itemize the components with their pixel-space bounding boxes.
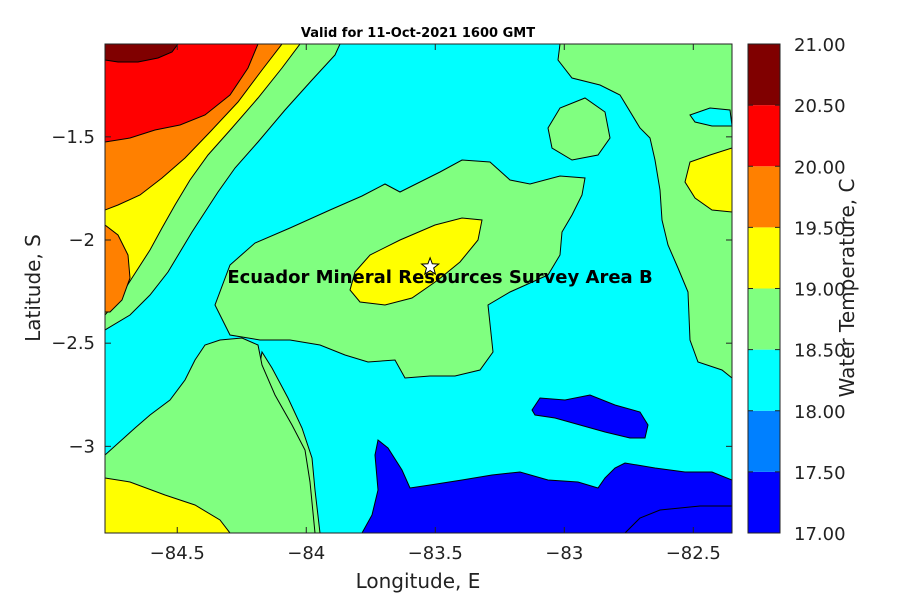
colorbar-tick-label: 18.50 — [794, 341, 846, 362]
colorbar-tick-label: 19.50 — [794, 218, 846, 239]
chart-title: Valid for 11-Oct-2021 1600 GMT — [301, 26, 535, 41]
contour-band-19-southwest — [105, 337, 316, 533]
contour-band-19-5-center — [349, 217, 483, 306]
colorbar-swatch — [748, 227, 780, 289]
colorbar-label: Water Temperature, C — [835, 179, 859, 398]
y-axis-label: Latitude, S — [21, 234, 45, 342]
contour-band-19-5-southwest — [105, 477, 231, 533]
y-tick-label: −2.5 — [51, 333, 95, 354]
colorbar-tick-label: 20.50 — [794, 96, 846, 117]
survey-area-label: Ecuador Mineral Resources Survey Area B — [227, 267, 652, 288]
colorbar-tick-label: 19.00 — [794, 280, 846, 301]
colorbar-tick-label: 18.00 — [794, 402, 846, 423]
colorbar-tick-label: 21.00 — [794, 35, 846, 56]
survey-site-star-icon — [420, 256, 441, 276]
contour-band-20-5 — [105, 44, 259, 143]
contour-band-17-east-blob — [531, 394, 649, 439]
colorbar-swatch — [748, 44, 780, 106]
x-tick-label: −83 — [545, 543, 583, 564]
contour-band-20-west-bulge — [105, 224, 131, 313]
contour-map — [105, 44, 732, 533]
x-tick-label: −83.5 — [408, 543, 463, 564]
colorbar-swatch — [748, 349, 780, 411]
colorbar-swatch — [748, 471, 780, 533]
x-tick-label: −82.5 — [666, 543, 721, 564]
contour-band-17 — [361, 439, 732, 533]
colorbar-swatch — [748, 166, 780, 228]
axis-ticks: −84.5 −84 −83.5 −83 −82.5 −1.5 −2 −2.5 −3 — [51, 44, 732, 564]
y-tick-label: −1.5 — [51, 127, 95, 148]
y-tick-label: −2 — [68, 230, 95, 251]
x-tick-label: −84.5 — [150, 543, 205, 564]
contour-line-17-bottom-right — [624, 505, 732, 533]
x-axis-label: Longitude, E — [356, 569, 481, 593]
contour-band-18-5-east-patch — [689, 107, 732, 127]
colorbar: 17.00 17.50 18.00 18.50 19.00 19.50 20.00 20.50… — [747, 35, 846, 545]
contour-band-19-island-northeast — [547, 97, 611, 161]
colorbar-swatch — [748, 288, 780, 350]
colorbar-tick-label: 20.00 — [794, 157, 846, 178]
y-tick-label: −3 — [68, 436, 95, 457]
colorbar-swatch — [748, 410, 780, 472]
colorbar-tick-label: 17.00 — [794, 524, 846, 545]
x-tick-label: −84 — [287, 543, 325, 564]
plot-area — [104, 43, 733, 534]
colorbar-tick-label: 17.50 — [794, 463, 846, 484]
colorbar-swatch — [748, 105, 780, 167]
contour-band-19-5-east — [684, 147, 732, 213]
